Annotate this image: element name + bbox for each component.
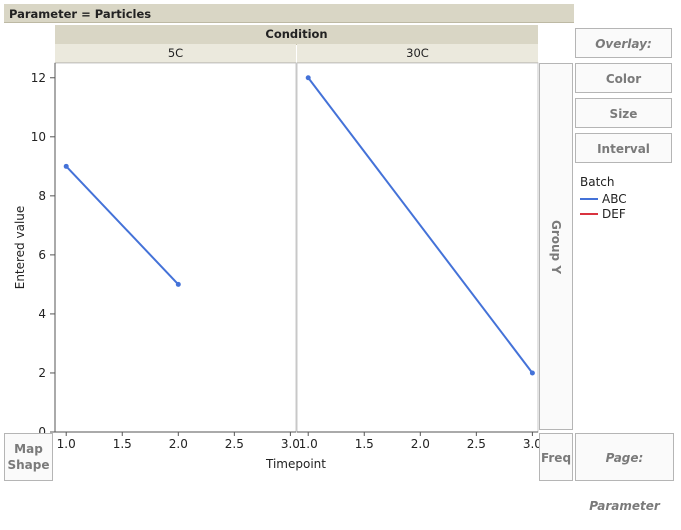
condition-header[interactable]: Condition (55, 25, 538, 45)
legend-label-abc: ABC (602, 192, 627, 206)
freq-label: Freq (540, 451, 572, 465)
panel-frame-1 (296, 62, 539, 433)
y-tick-label-12: 12 (31, 71, 46, 85)
x-tick-label-1-2: 2.0 (411, 437, 430, 451)
x-tick-label-0-0: 1.0 (57, 437, 76, 451)
map-shape-zone[interactable]: Map Shape (4, 433, 53, 481)
group-y-zone[interactable]: Group Y (539, 63, 573, 430)
y-tick-label-10: 10 (31, 130, 46, 144)
x-tick-label-0-1: 1.5 (113, 437, 132, 451)
data-point-0-0-0 (63, 163, 69, 169)
series-line-1-0 (307, 77, 534, 374)
legend-label-def: DEF (602, 207, 626, 221)
freq-zone[interactable]: Freq (539, 433, 573, 481)
panel-header-5c[interactable]: 5C (55, 44, 296, 63)
size-button[interactable]: Size (575, 98, 672, 128)
page-zone[interactable]: Page: Parameter (575, 433, 674, 513)
panel-header-30c[interactable]: 30C (297, 44, 538, 63)
x-tick-label-0-3: 2.5 (225, 437, 244, 451)
legend-swatch-def (580, 212, 598, 215)
overlay-batch-button[interactable]: Overlay: Batch (575, 28, 672, 81)
y-axis-title: Entered value (13, 206, 27, 290)
legend-title: Batch (580, 175, 615, 189)
x-tick-label-1-0: 1.0 (299, 437, 318, 451)
interval-button[interactable]: Interval (575, 133, 672, 163)
data-point-1-0-1 (529, 370, 535, 376)
panel-frame-0 (54, 62, 297, 433)
series-line-0-0 (65, 165, 180, 286)
y-tick-label-4: 4 (38, 307, 46, 321)
x-tick-label-1-1: 1.5 (355, 437, 374, 451)
y-tick-label-8: 8 (38, 189, 46, 203)
y-tick-label-2: 2 (38, 366, 46, 380)
page-header: Parameter = Particles (4, 4, 574, 23)
group-y-label: Group Y (549, 219, 563, 274)
x-axis-title: Timepoint (265, 457, 326, 471)
data-point-0-0-1 (175, 281, 181, 287)
x-tick-label-0-4: 3.0 (281, 437, 300, 451)
color-button[interactable]: Color (575, 63, 672, 93)
y-tick-label-6: 6 (38, 248, 46, 262)
x-tick-label-0-2: 2.0 (169, 437, 188, 451)
legend-item-abc[interactable]: ABC (580, 192, 627, 206)
data-point-1-0-0 (305, 75, 311, 81)
legend-item-def[interactable]: DEF (580, 207, 626, 221)
page-label: Page: Parameter (589, 451, 660, 513)
map-shape-label: Map Shape (7, 442, 50, 472)
page-header-label: Parameter = Particles (9, 7, 152, 21)
x-tick-label-1-3: 2.5 (467, 437, 486, 451)
legend-swatch-abc (580, 197, 598, 200)
